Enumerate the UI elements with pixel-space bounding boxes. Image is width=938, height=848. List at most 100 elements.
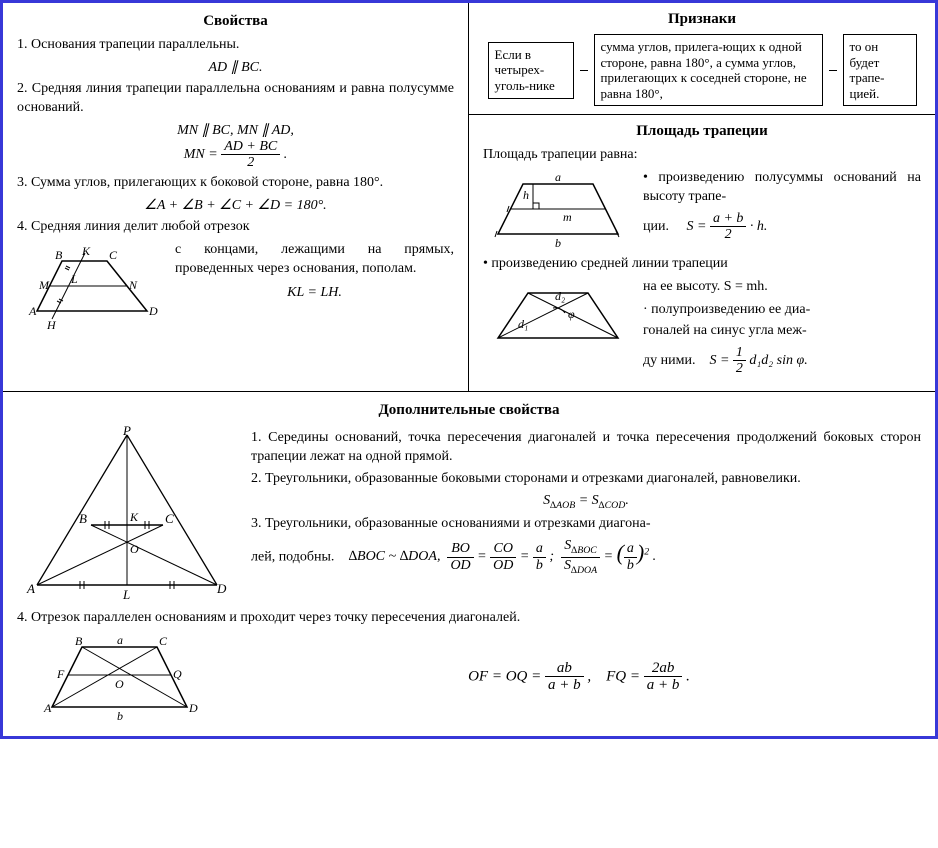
right-column: Признаки Если в четырех-уголь-нике сумма… [469, 3, 935, 391]
svg-text:N: N [128, 278, 138, 292]
prop-4-row: A B C D M N K L H с концами, лежащими на… [17, 241, 454, 331]
criteria-box-2: сумма углов, прилега-ющих к одной сторон… [594, 34, 823, 106]
svg-text:C: C [165, 511, 174, 526]
svg-text:D: D [216, 581, 227, 596]
svg-text:a: a [555, 170, 561, 184]
area-formula-3: S = 12 d₁d₂ sin φ. [709, 353, 807, 368]
area-intro: Площадь трапеции равна: [483, 146, 921, 165]
svg-text:L: L [70, 272, 78, 286]
svg-text:A: A [28, 304, 37, 318]
svg-text:H: H [46, 318, 57, 331]
area-p3b: гоналей на синус угла меж- [643, 322, 921, 341]
trapezoid-full-icon: P A D B C K L O [17, 425, 237, 605]
trapezoid-area-icon: a b h m [483, 169, 633, 249]
criteria-row: Если в четырех-уголь-нике сумма углов, п… [479, 34, 925, 106]
svg-text:A: A [43, 701, 52, 715]
area-2-text: на ее высоту. S = mh. · полупроизведению… [643, 278, 921, 380]
extra-top-row: P A D B C K L O 1. Середины оснований, т… [17, 425, 921, 605]
svg-text:b: b [555, 236, 561, 249]
area-p3a: · полупроизведению ее диа- [643, 301, 921, 320]
area-p1: • произведению полусуммы оснований на вы… [643, 169, 921, 207]
area-p1b-line: ции. S = a + b2 · h. [643, 211, 921, 243]
prop-2-frac: AD + BC 2 [221, 139, 280, 171]
svg-text:F: F [56, 667, 65, 681]
area-p3c-line: ду ними. S = 12 d₁d₂ sin φ. [643, 345, 921, 377]
extra-formula-4: OF = OQ = aba + b , FQ = 2aba + b . [237, 660, 921, 694]
svg-text:φ: φ [568, 307, 575, 321]
prop-4-formula: KL = LH. [175, 285, 454, 301]
extra-text-block: 1. Середины оснований, точка пересечения… [251, 425, 921, 580]
svg-text:P: P [122, 425, 131, 438]
svg-text:K: K [129, 510, 139, 524]
svg-text:O: O [115, 677, 124, 691]
prop-3-formula: ∠A + ∠B + ∠C + ∠D = 180°. [17, 197, 454, 214]
svg-text:M: M [38, 278, 50, 292]
svg-text:b: b [117, 709, 123, 722]
extra-formula-3: ∆BOC ~ ∆DOA, BOOD = COOD = ab ; S∆BOCS∆D… [348, 549, 656, 564]
svg-text:m: m [563, 210, 572, 224]
prop-2-num: AD + BC [221, 139, 280, 155]
area-formula-1: S = a + b2 · h. [686, 219, 767, 234]
extra-panel: Дополнительные свойства P A D B C K L O [3, 392, 935, 736]
svg-text:h: h [523, 188, 529, 202]
prop-2-formula2: MN = AD + BC 2 . [17, 139, 454, 171]
criteria-panel: Признаки Если в четырех-уголь-нике сумма… [469, 3, 935, 115]
prop-3-text: 3. Сумма углов, прилегающих к боковой ст… [17, 174, 454, 193]
area-p3c: ду ними. [643, 353, 695, 368]
svg-text:K: K [81, 244, 91, 258]
svg-text:C: C [109, 248, 118, 262]
criteria-dash-1 [580, 70, 588, 71]
svg-text:B: B [79, 511, 87, 526]
svg-text:L: L [122, 587, 130, 602]
svg-text:d₁: d₁ [518, 317, 528, 331]
prop-1: 1. Основания трапеции параллельны. [17, 36, 454, 55]
svg-text:Q: Q [173, 667, 182, 681]
page-container: Свойства 1. Основания трапеции параллель… [0, 0, 938, 739]
properties-panel: Свойства 1. Основания трапеции параллель… [3, 3, 469, 391]
prop-2-formula1: MN ∥ BC, MN ∥ AD, [17, 122, 454, 139]
criteria-dash-2 [829, 70, 837, 71]
extra-p3a: 3. Треугольники, образованные основаниям… [251, 515, 921, 534]
svg-text:a: a [117, 633, 123, 647]
svg-text:B: B [55, 248, 63, 262]
extra-title: Дополнительные свойства [17, 402, 921, 419]
extra-p3-line: лей, подобны. ∆BOC ~ ∆DOA, BOOD = COOD =… [251, 538, 921, 576]
trapezoid-midline-icon: A B C D M N K L H [17, 241, 167, 331]
area-p2b: на ее высоту. S = mh. [643, 278, 921, 297]
area-p1b: ции. [643, 219, 669, 234]
prop-2-den: 2 [221, 155, 280, 170]
prop-2-left: MN = [184, 147, 221, 162]
area-1-text: • произведению полусуммы оснований на вы… [643, 169, 921, 247]
svg-text:C: C [159, 634, 168, 648]
svg-text:A: A [26, 581, 35, 596]
prop-1-text: 1. Основания трапеции параллельны. [17, 37, 239, 52]
svg-text:D: D [148, 304, 158, 318]
criteria-title: Признаки [479, 11, 925, 28]
prop-4-text1: 4. Средняя линия делит любой отрезок [17, 218, 454, 237]
svg-text:D: D [188, 701, 198, 715]
area-panel: Площадь трапеции Площадь трапеции равна:… [469, 115, 935, 390]
prop-2-text: 2. Средняя линия трапеции параллельна ос… [17, 80, 454, 118]
svg-text:B: B [75, 634, 83, 648]
extra-p2: 2. Треугольники, образованные боковыми с… [251, 470, 921, 489]
extra-4-row: A B C D F Q O a b OF = OQ = aba + b , FQ… [17, 632, 921, 722]
top-section: Свойства 1. Основания трапеции параллель… [3, 3, 935, 392]
criteria-box-1: Если в четырех-уголь-нике [488, 42, 574, 99]
trapezoid-parallel-segment-icon: A B C D F Q O a b [37, 632, 207, 722]
area-p2: • произведению средней линии трапеции [483, 255, 921, 274]
criteria-box-3: то он будет трапе-цией. [843, 34, 917, 106]
properties-title: Свойства [17, 13, 454, 30]
area-row-2: d₁ d₂ φ на ее высоту. S = mh. · полупрои… [483, 278, 921, 380]
extra-p1: 1. Середины оснований, точка пересечения… [251, 429, 921, 467]
extra-p3b: лей, подобны. [251, 549, 334, 564]
svg-text:O: O [130, 542, 139, 556]
extra-p4: 4. Отрезок параллелен основаниям и прохо… [17, 609, 921, 628]
prop-4-right: с концами, лежащими на прямых, проведенн… [175, 241, 454, 301]
prop-4-text2: с концами, лежащими на прямых, проведенн… [175, 241, 454, 279]
area-title: Площадь трапеции [483, 123, 921, 140]
svg-text:d₂: d₂ [555, 289, 565, 303]
extra-f2: S∆AOB = S∆COD. [251, 493, 921, 511]
trapezoid-diagonals-icon: d₁ d₂ φ [483, 278, 633, 353]
area-row-1: a b h m • произведению полусуммы основан… [483, 169, 921, 249]
prop-1-formula: AD ∥ BC. [17, 59, 454, 76]
